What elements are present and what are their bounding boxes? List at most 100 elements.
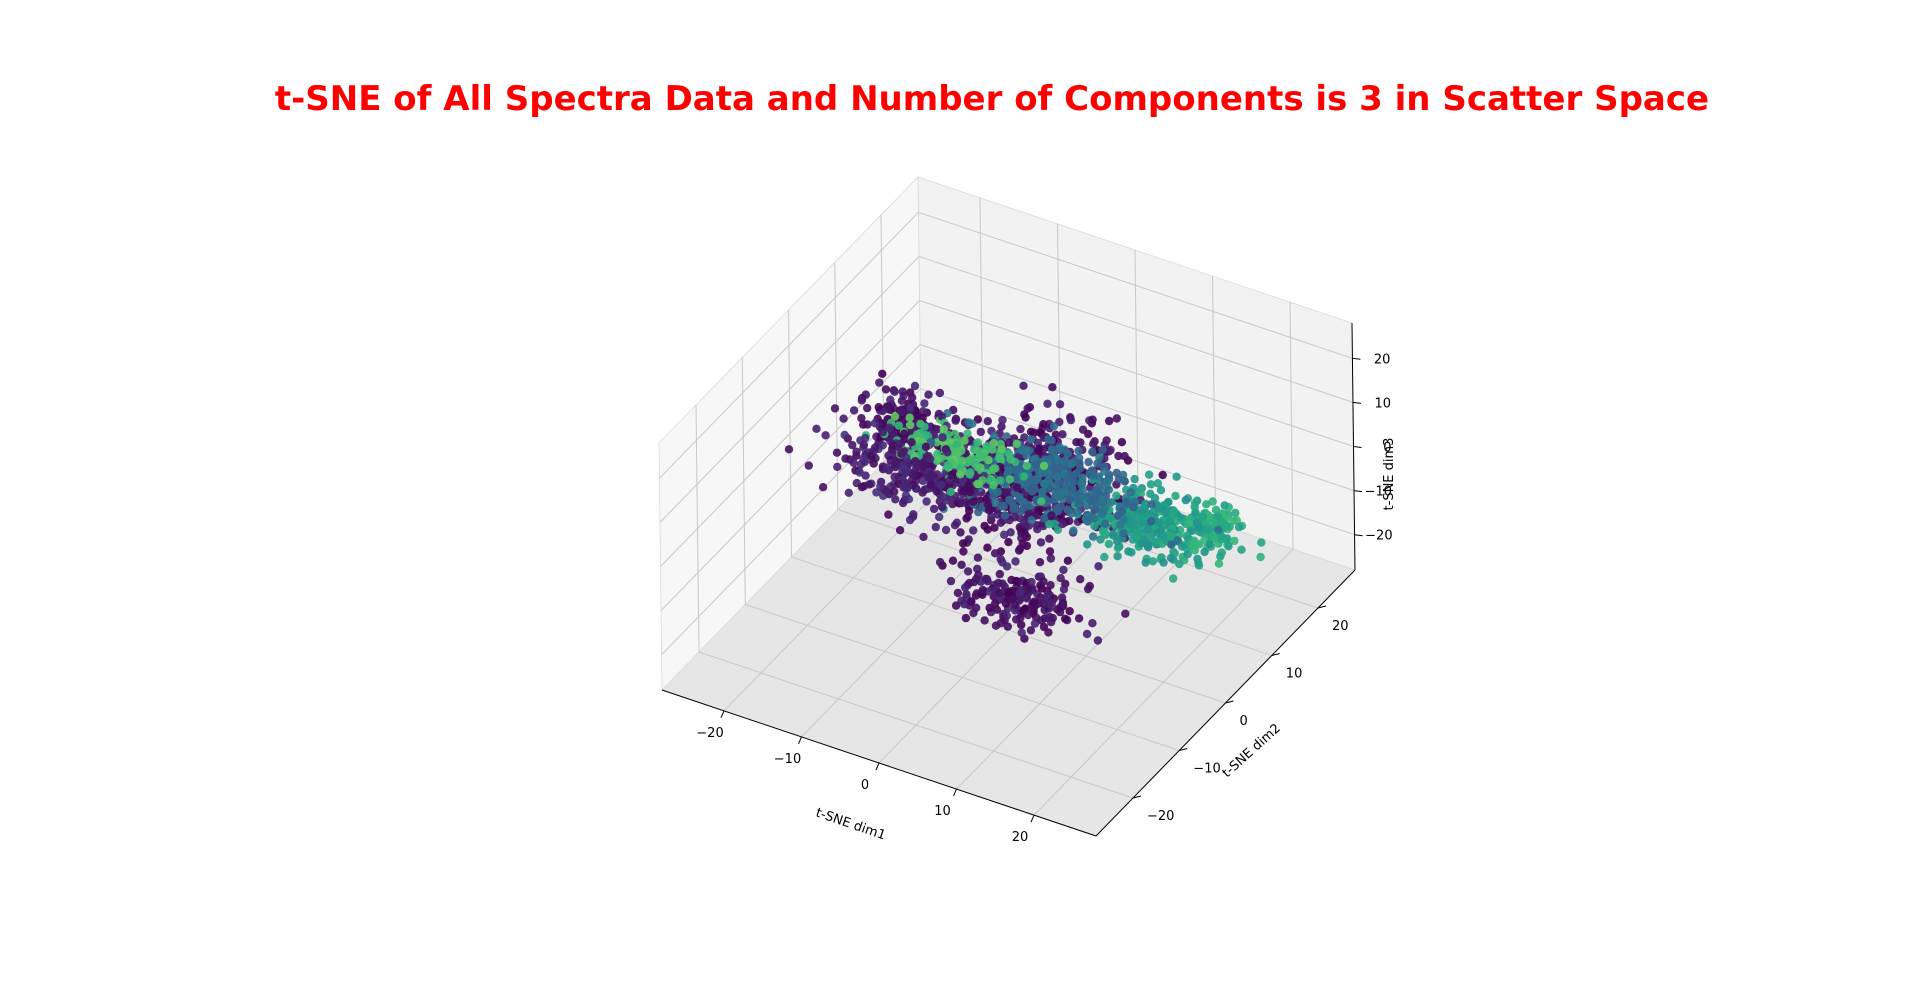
data-point [1059,585,1069,594]
data-point [994,453,1004,463]
data-point [1167,540,1176,549]
data-point [1083,584,1093,594]
data-point [935,388,945,398]
data-point [848,440,857,450]
data-point [849,406,859,415]
data-point [984,455,993,465]
data-point [1088,415,1097,424]
data-point [1000,530,1009,539]
y-tick [1317,605,1327,609]
data-point [1058,494,1067,504]
data-point [1126,488,1136,497]
data-point [1136,489,1146,498]
data-point [932,487,941,496]
data-point [896,408,906,417]
data-point [990,549,1000,558]
data-point [907,438,916,447]
data-point [953,440,962,449]
data-point [1053,506,1063,516]
data-point [1127,548,1136,557]
data-point [1083,510,1092,520]
data-point [973,438,983,447]
data-point [946,576,956,586]
data-point [1039,577,1048,586]
data-point [1120,476,1129,486]
data-point [1153,479,1163,488]
data-point [1036,538,1046,547]
z-gridline [659,255,1354,523]
data-point [1171,491,1180,501]
data-point [1237,545,1246,554]
data-point [859,454,868,463]
data-point [963,567,973,576]
data-point [964,481,973,490]
data-point [1194,559,1203,568]
data-point [1106,513,1115,522]
data-point [924,473,933,482]
data-point [1169,574,1178,583]
data-point [1017,620,1026,630]
data-point [1084,457,1093,467]
data-point [1047,511,1056,520]
x-axis-label: t-SNE dim1 [814,806,888,844]
data-point [1044,469,1053,478]
data-point [919,532,928,542]
data-point [1026,626,1036,635]
data-point [1121,609,1130,618]
data-point [890,412,900,421]
data-point [1115,520,1125,529]
data-point [1073,508,1082,517]
data-point [1146,480,1156,489]
y-tick-label: 20 [1332,619,1349,634]
data-point [876,482,885,491]
data-point [1055,445,1064,455]
data-point [983,525,992,534]
data-point [840,430,849,440]
data-point [1074,446,1083,456]
data-point [974,507,983,517]
data-point [937,412,947,421]
data-point [1112,414,1122,423]
data-point [1214,512,1223,521]
data-point [886,395,895,404]
data-point [1016,424,1025,434]
data-point [1043,591,1052,600]
data-point [951,416,960,425]
data-point [1152,540,1161,549]
data-point [1014,546,1024,555]
data-point [1033,525,1042,534]
data-point [983,417,992,426]
data-point [1020,530,1030,539]
data-point [1147,517,1156,526]
data-point [904,495,914,504]
data-point [874,403,883,412]
data-point [1119,528,1128,538]
data-point [995,569,1004,579]
data-point [993,487,1002,497]
data-point [1088,532,1098,541]
data-point [1144,540,1153,549]
data-point [1112,468,1121,478]
data-point [926,454,935,463]
data-point [1100,467,1109,476]
data-point [1045,534,1054,543]
data-point [1198,512,1208,521]
data-point [1017,628,1026,637]
data-point [1029,482,1038,491]
data-point [1190,498,1200,508]
data-point [1018,539,1027,548]
data-point [905,420,915,430]
data-point [969,526,978,535]
data-point [1012,439,1021,448]
data-point [1039,420,1048,429]
data-point [1048,383,1057,392]
data-point [878,427,887,437]
data-point [1069,526,1078,535]
y-tick-label: −20 [1147,809,1174,824]
data-point [897,449,906,458]
data-point [1098,445,1107,455]
z-tick [1353,446,1362,448]
data-point [1083,540,1092,549]
data-point [784,445,794,454]
data-point [1214,559,1224,568]
